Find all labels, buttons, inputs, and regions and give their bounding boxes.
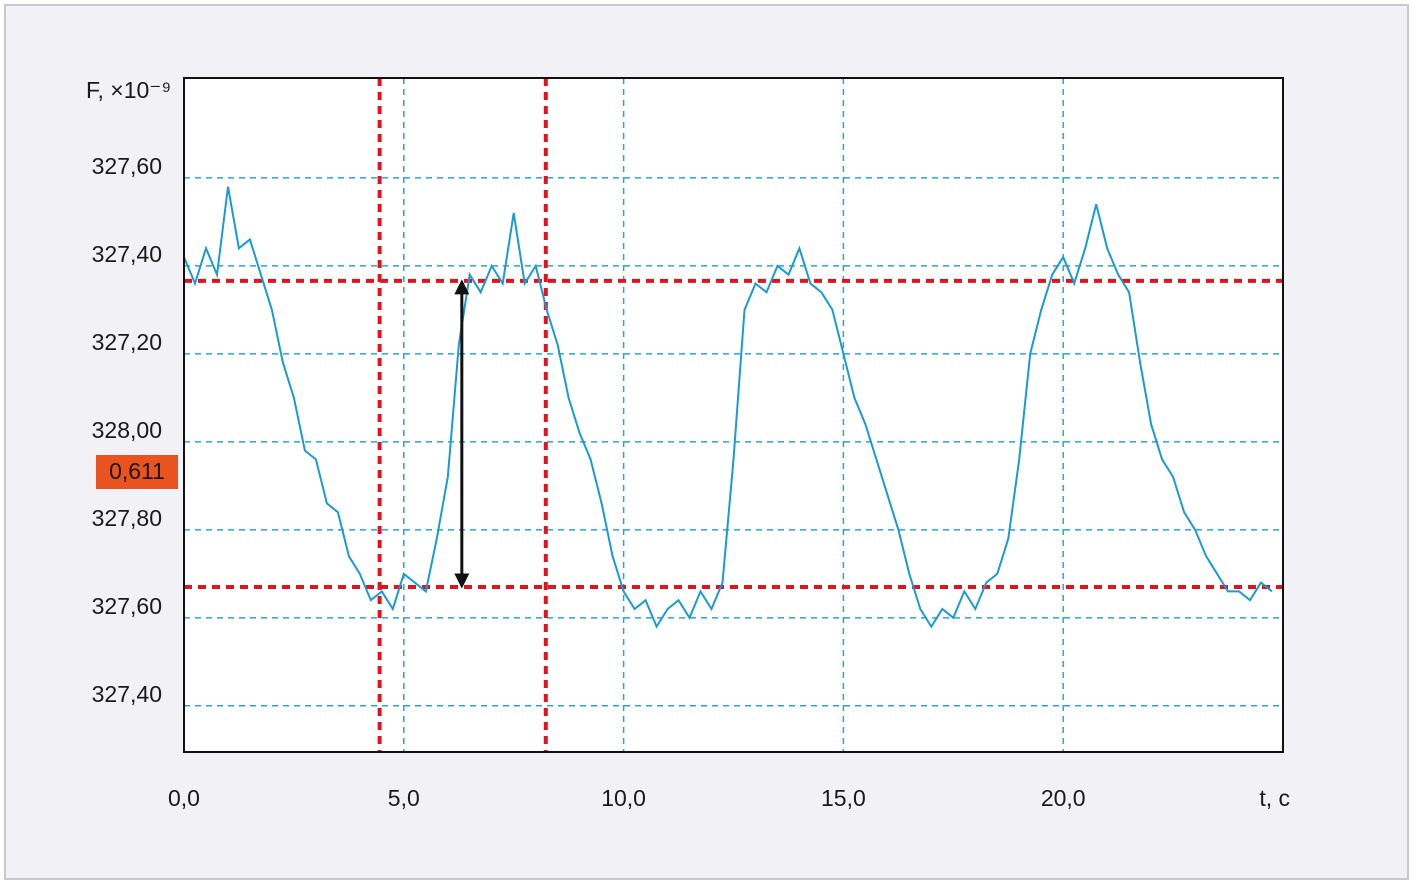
y-tick-label: 327,40	[92, 681, 162, 707]
x-tick-label: 20,0	[1041, 785, 1086, 811]
x-tick-label: 10,0	[601, 785, 646, 811]
annotation: 0,611	[109, 458, 165, 484]
y-tick-label: 327,40	[92, 241, 162, 267]
y-tick-label: 327,60	[92, 593, 162, 619]
y-tick-label: 327,20	[92, 329, 162, 355]
annotation-box	[96, 455, 178, 489]
data-line	[183, 186, 1273, 629]
x-axis-label: t, c	[1259, 785, 1290, 811]
plot-border	[183, 77, 1284, 753]
x-tick-label: 15,0	[821, 785, 866, 811]
y-tick-label: 327,80	[92, 505, 162, 531]
x-tick-label: 5,0	[388, 785, 420, 811]
y-tick-label: 328,00	[92, 417, 162, 443]
y-tick-label: 327,60	[92, 153, 162, 179]
plot-area	[184, 78, 1283, 752]
y-axis-label: F, ×10⁻⁹	[86, 77, 171, 103]
x-tick-label: 0,0	[168, 785, 200, 811]
